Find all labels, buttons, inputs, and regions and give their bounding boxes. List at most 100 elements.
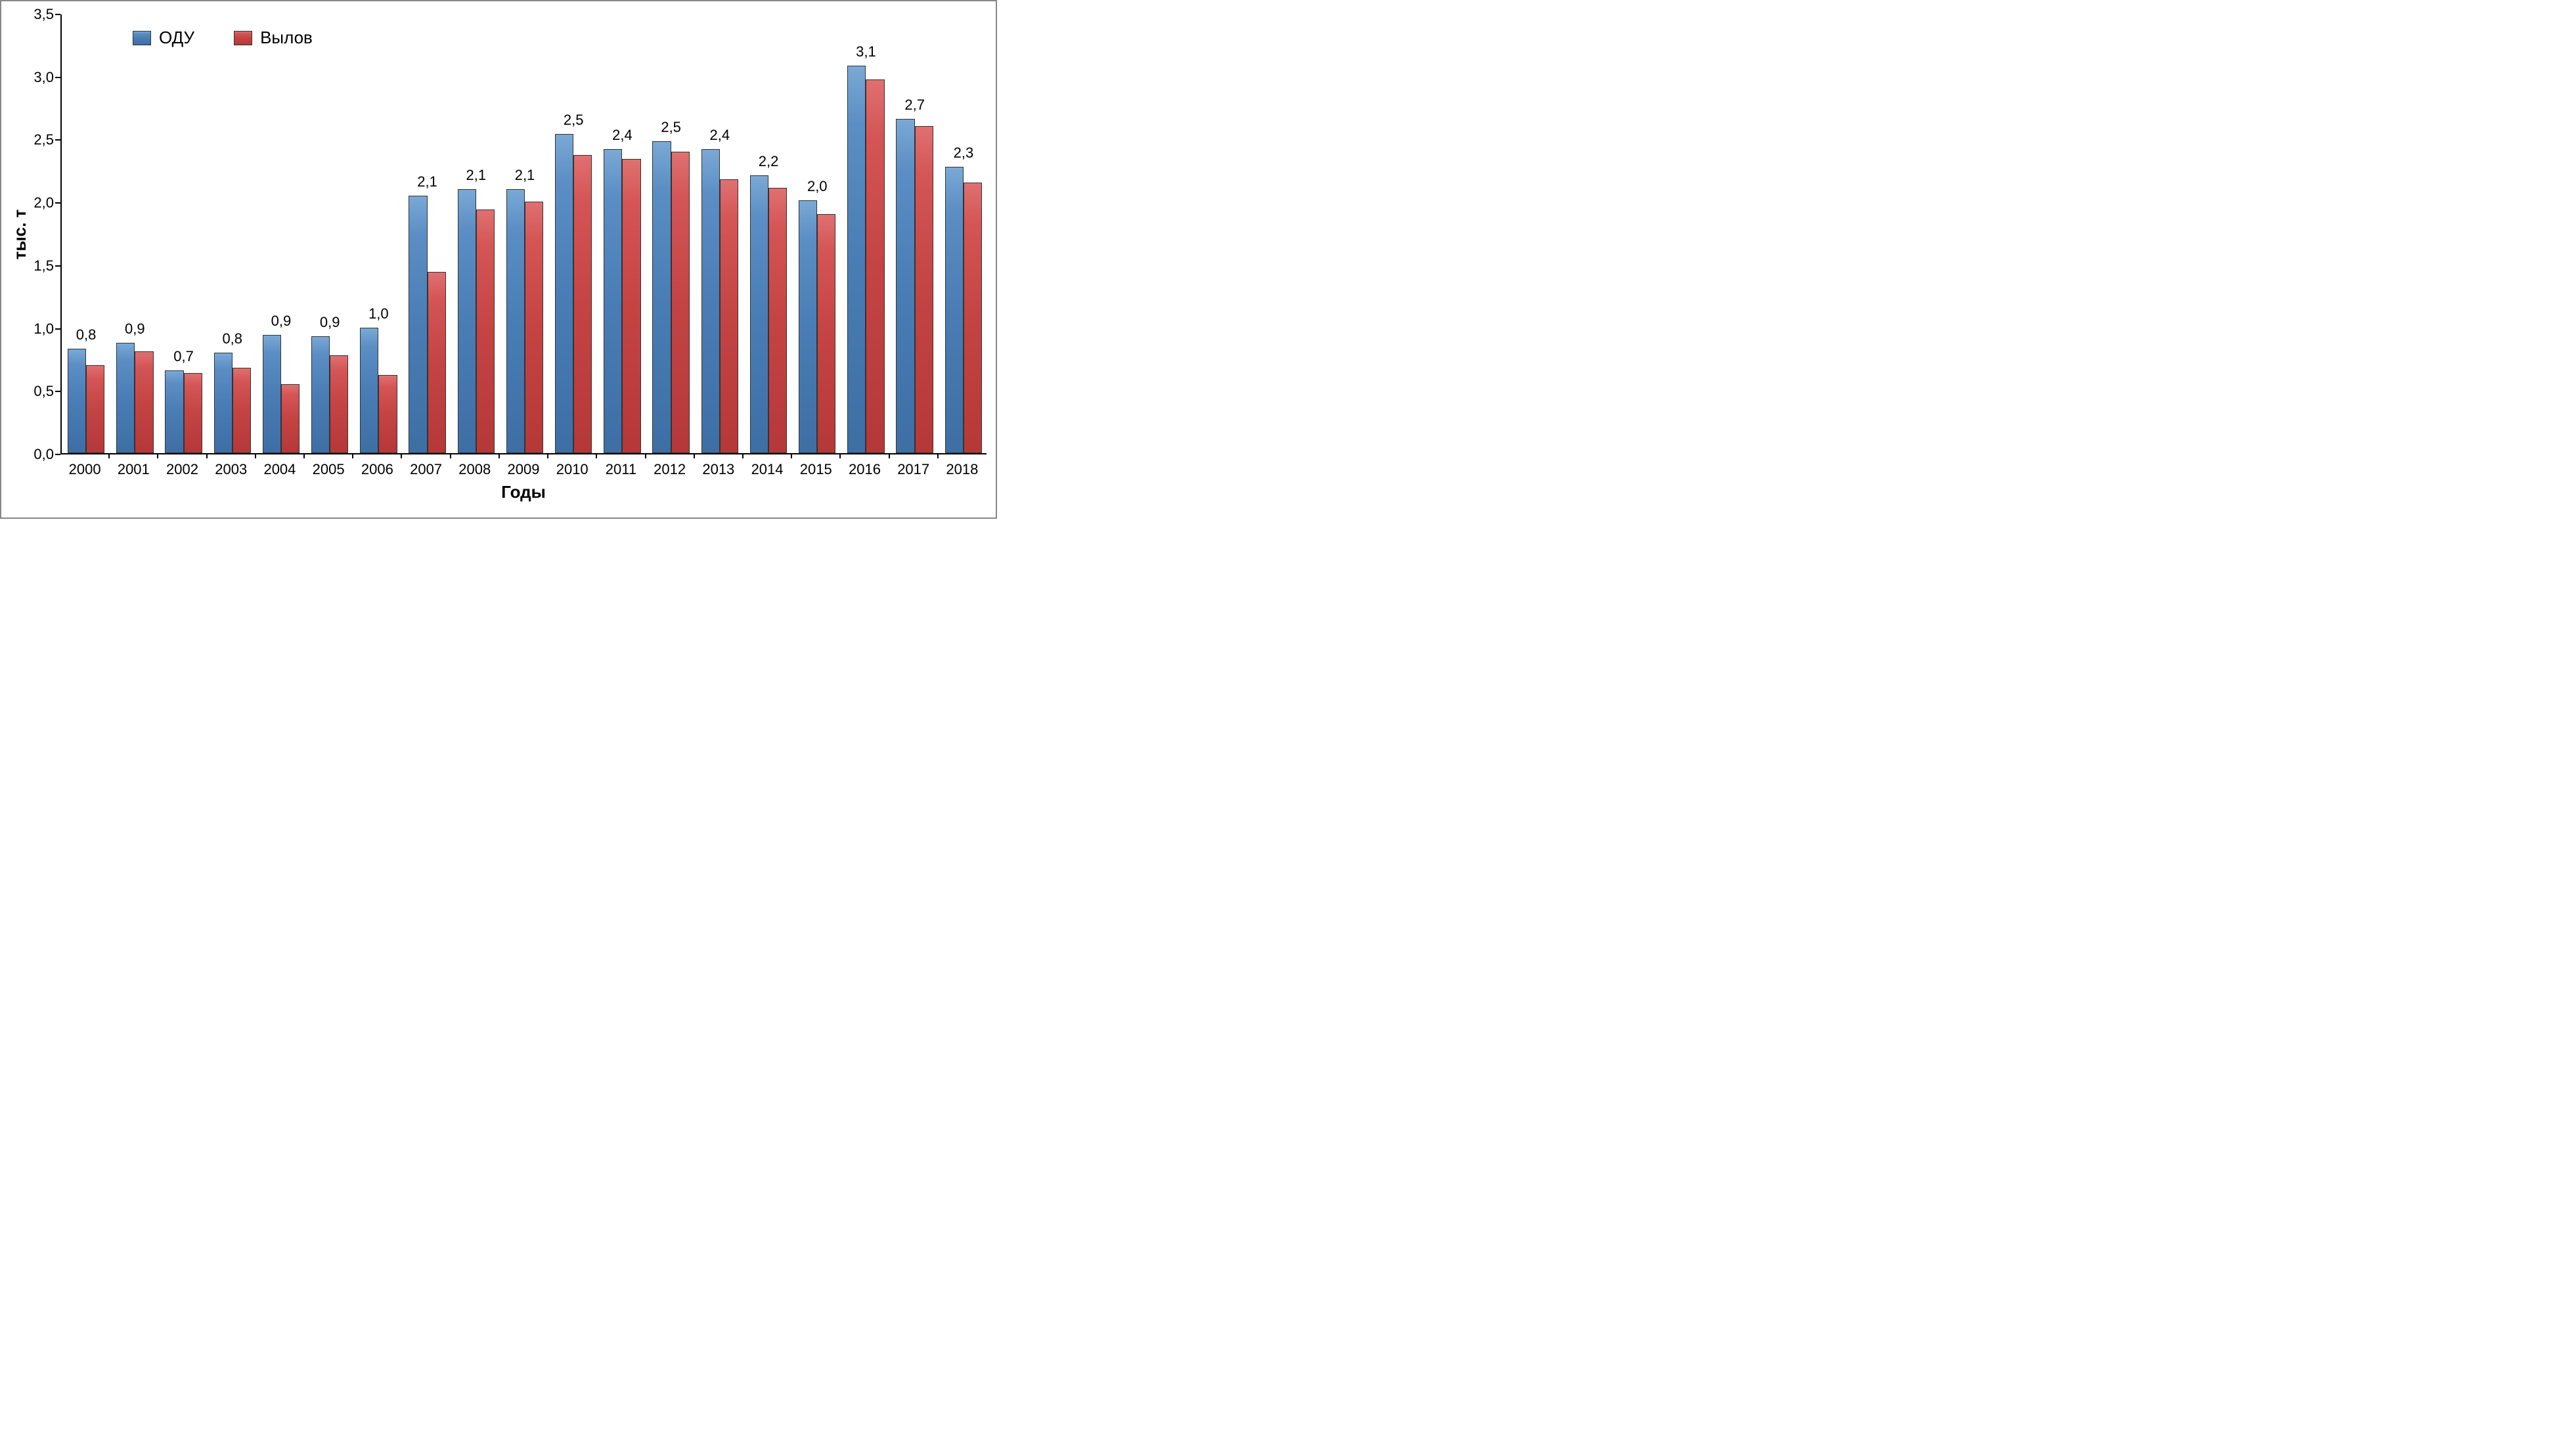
y-axis-title: тыс. т — [10, 209, 30, 260]
x-tick-label: 2017 — [897, 461, 929, 478]
bar-Вылов — [378, 375, 397, 453]
x-tick-label: 2014 — [751, 461, 784, 478]
bar-ОДУ — [360, 328, 378, 453]
x-tick-label: 2013 — [702, 461, 734, 478]
y-tick-label: 3,0 — [33, 69, 54, 86]
bar-Вылов — [135, 351, 153, 453]
legend-label-vylov: Вылов — [260, 28, 313, 48]
bar-ОДУ — [68, 349, 86, 453]
bar-Вылов — [428, 272, 446, 453]
x-tick — [303, 454, 305, 458]
x-tick — [889, 454, 890, 458]
y-tick — [55, 265, 60, 267]
x-axis-title: Годы — [501, 482, 546, 502]
chart-container: ОДУ Вылов тыс. т 0,00,51,01,52,02,53,03,… — [0, 0, 997, 519]
y-tick-label: 2,5 — [33, 131, 54, 148]
x-tick-label: 2005 — [313, 461, 345, 478]
bar-ОДУ — [799, 200, 817, 453]
legend-color-odu — [133, 31, 151, 45]
legend: ОДУ Вылов — [133, 28, 313, 48]
x-tick-label: 2007 — [410, 461, 442, 478]
bar-Вылов — [184, 373, 202, 454]
x-tick — [206, 454, 208, 458]
bar-label: 0,9 — [320, 314, 340, 331]
bar-ОДУ — [896, 119, 914, 453]
bar-label: 2,0 — [807, 178, 828, 195]
x-tick — [596, 454, 597, 458]
bar-label: 2,1 — [466, 167, 486, 184]
x-tick-label: 2000 — [69, 461, 101, 478]
y-tick — [55, 454, 60, 455]
legend-color-vylov — [234, 31, 252, 45]
bar-ОДУ — [701, 149, 720, 453]
bar-ОДУ — [506, 189, 525, 453]
bar-label: 0,8 — [76, 326, 97, 343]
bar-Вылов — [525, 202, 543, 453]
x-tick-label: 2018 — [946, 461, 978, 478]
bar-Вылов — [233, 368, 251, 453]
x-tick — [255, 454, 256, 458]
legend-item-vylov: Вылов — [234, 28, 313, 48]
bar-ОДУ — [165, 370, 183, 453]
x-tick-label: 2011 — [606, 461, 636, 478]
x-tick — [839, 454, 841, 458]
bar-label: 2,4 — [612, 127, 633, 144]
x-tick-label: 2003 — [215, 461, 247, 478]
bar-Вылов — [573, 155, 592, 453]
x-tick — [742, 454, 744, 458]
bar-Вылов — [768, 188, 787, 453]
bar-label: 2,7 — [904, 97, 925, 114]
x-tick — [645, 454, 646, 458]
legend-label-odu: ОДУ — [159, 28, 194, 48]
y-tick — [55, 391, 60, 392]
x-tick — [157, 454, 158, 458]
bar-label: 0,7 — [173, 348, 194, 365]
bar-Вылов — [720, 179, 738, 453]
y-tick-label: 2,0 — [33, 194, 54, 211]
x-tick-label: 2002 — [166, 461, 198, 478]
y-tick-label: 0,0 — [33, 446, 54, 463]
bar-Вылов — [476, 209, 495, 453]
bar-Вылов — [281, 384, 300, 453]
x-tick — [937, 454, 939, 458]
bar-ОДУ — [847, 66, 866, 453]
bar-label: 2,5 — [661, 119, 681, 136]
bar-ОДУ — [458, 189, 476, 453]
y-tick — [55, 139, 60, 141]
bar-Вылов — [330, 355, 348, 453]
x-tick-label: 2006 — [361, 461, 393, 478]
y-tick-label: 3,5 — [33, 6, 54, 23]
x-tick-label: 2008 — [458, 461, 491, 478]
bar-Вылов — [866, 79, 884, 453]
bar-Вылов — [915, 126, 933, 453]
x-tick-label: 2010 — [556, 461, 588, 478]
bar-label: 2,1 — [515, 167, 535, 184]
x-tick — [401, 454, 402, 458]
x-tick-label: 2012 — [654, 461, 686, 478]
bar-label: 0,9 — [125, 320, 145, 338]
bar-ОДУ — [409, 196, 427, 453]
bar-Вылов — [622, 159, 640, 453]
bar-ОДУ — [750, 175, 768, 453]
x-tick — [547, 454, 548, 458]
bar-ОДУ — [604, 149, 622, 453]
x-tick — [791, 454, 792, 458]
bar-ОДУ — [945, 167, 964, 453]
bar-Вылов — [671, 152, 690, 453]
x-tick-label: 2016 — [849, 461, 881, 478]
x-tick — [450, 454, 451, 458]
bar-Вылов — [964, 183, 982, 453]
bar-ОДУ — [555, 134, 573, 453]
bar-label: 2,1 — [417, 173, 437, 190]
y-tick — [55, 328, 60, 330]
bar-ОДУ — [311, 336, 330, 453]
bar-Вылов — [86, 365, 104, 453]
x-tick — [108, 454, 110, 458]
y-tick-label: 1,5 — [33, 257, 54, 275]
y-tick-label: 0,5 — [33, 383, 54, 400]
bar-ОДУ — [116, 343, 135, 453]
y-axis: тыс. т 0,00,51,01,52,02,53,03,5 — [1, 14, 60, 454]
bar-ОДУ — [652, 141, 671, 453]
x-tick-label: 2009 — [508, 461, 540, 478]
x-tick — [499, 454, 500, 458]
